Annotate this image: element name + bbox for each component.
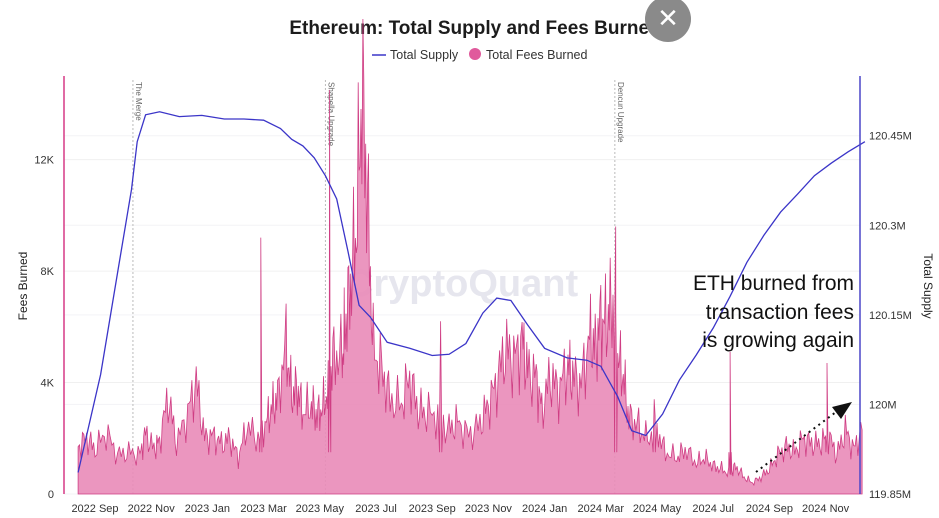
annotation-line-1: ETH burned from [693, 272, 854, 295]
right-tick-label-4: 120.45M [869, 131, 912, 143]
left-tick-label-3: 12K [34, 155, 54, 167]
close-icon: ✕ [657, 4, 679, 34]
chart-title: Ethereum: Total Supply and Fees Burned [289, 18, 660, 39]
legend-label-supply: Total Supply [390, 48, 459, 62]
fees-burned-series [77, 18, 863, 495]
event-label-0: The Merge [134, 82, 143, 121]
annotation-arrow-line [755, 411, 837, 473]
x-tick-label-7: 2023 Nov [465, 503, 513, 515]
event-label-1: Shapella Upgrade [326, 82, 335, 147]
annotation-line-3: is growing again [702, 329, 854, 352]
legend: Total Supply Total Fees Burned [372, 48, 587, 62]
left-tick-label-1: 4K [41, 378, 55, 390]
right-tick-label-0: 119.85M [869, 489, 911, 501]
total-supply-series [77, 111, 866, 473]
x-tick-label-2: 2023 Jan [185, 503, 230, 515]
x-tick-label-4: 2023 May [296, 503, 345, 515]
annotation-arrowhead [832, 402, 852, 419]
left-axis-ticks: 0 4K 8K 12K [34, 155, 54, 501]
x-tick-label-0: 2022 Sep [71, 503, 118, 515]
right-axis-ticks: 119.85M 120M 120.15M 120.3M 120.45M [869, 131, 912, 501]
x-tick-label-12: 2024 Sep [746, 503, 793, 515]
fees-burned-area [77, 18, 863, 495]
right-tick-label-3: 120.3M [869, 220, 906, 232]
total-supply-line [77, 111, 866, 473]
x-axis-ticks: 2022 Sep 2022 Nov 2023 Jan 2023 Mar 2023 May… [71, 503, 849, 515]
left-tick-label-2: 8K [41, 266, 55, 278]
left-tick-label-0: 0 [48, 489, 54, 501]
x-tick-label-5: 2023 Jul [355, 503, 397, 515]
left-axis-title: Fees Burned [16, 252, 30, 321]
right-tick-label-1: 120M [869, 399, 897, 411]
close-button[interactable]: ✕ [645, 0, 691, 42]
right-tick-label-2: 120.15M [869, 310, 912, 322]
x-tick-label-6: 2023 Sep [409, 503, 456, 515]
x-tick-label-11: 2024 Jul [692, 503, 734, 515]
x-tick-label-9: 2024 Mar [578, 503, 625, 515]
watermark: CryptoQuant [346, 263, 579, 305]
event-label-2: Dencun Upgrade [616, 82, 625, 143]
right-axis-title: Total Supply [921, 253, 935, 318]
x-tick-label-3: 2023 Mar [240, 503, 287, 515]
x-tick-label-1: 2022 Nov [128, 503, 176, 515]
annotation: ETH burned from transaction fees is grow… [693, 272, 854, 473]
legend-label-fees: Total Fees Burned [486, 48, 587, 62]
legend-swatch-fees [469, 48, 481, 60]
annotation-line-2: transaction fees [706, 301, 854, 324]
x-tick-label-8: 2024 Jan [522, 503, 567, 515]
x-tick-label-10: 2024 May [633, 503, 682, 515]
x-tick-label-13: 2024 Nov [802, 503, 850, 515]
